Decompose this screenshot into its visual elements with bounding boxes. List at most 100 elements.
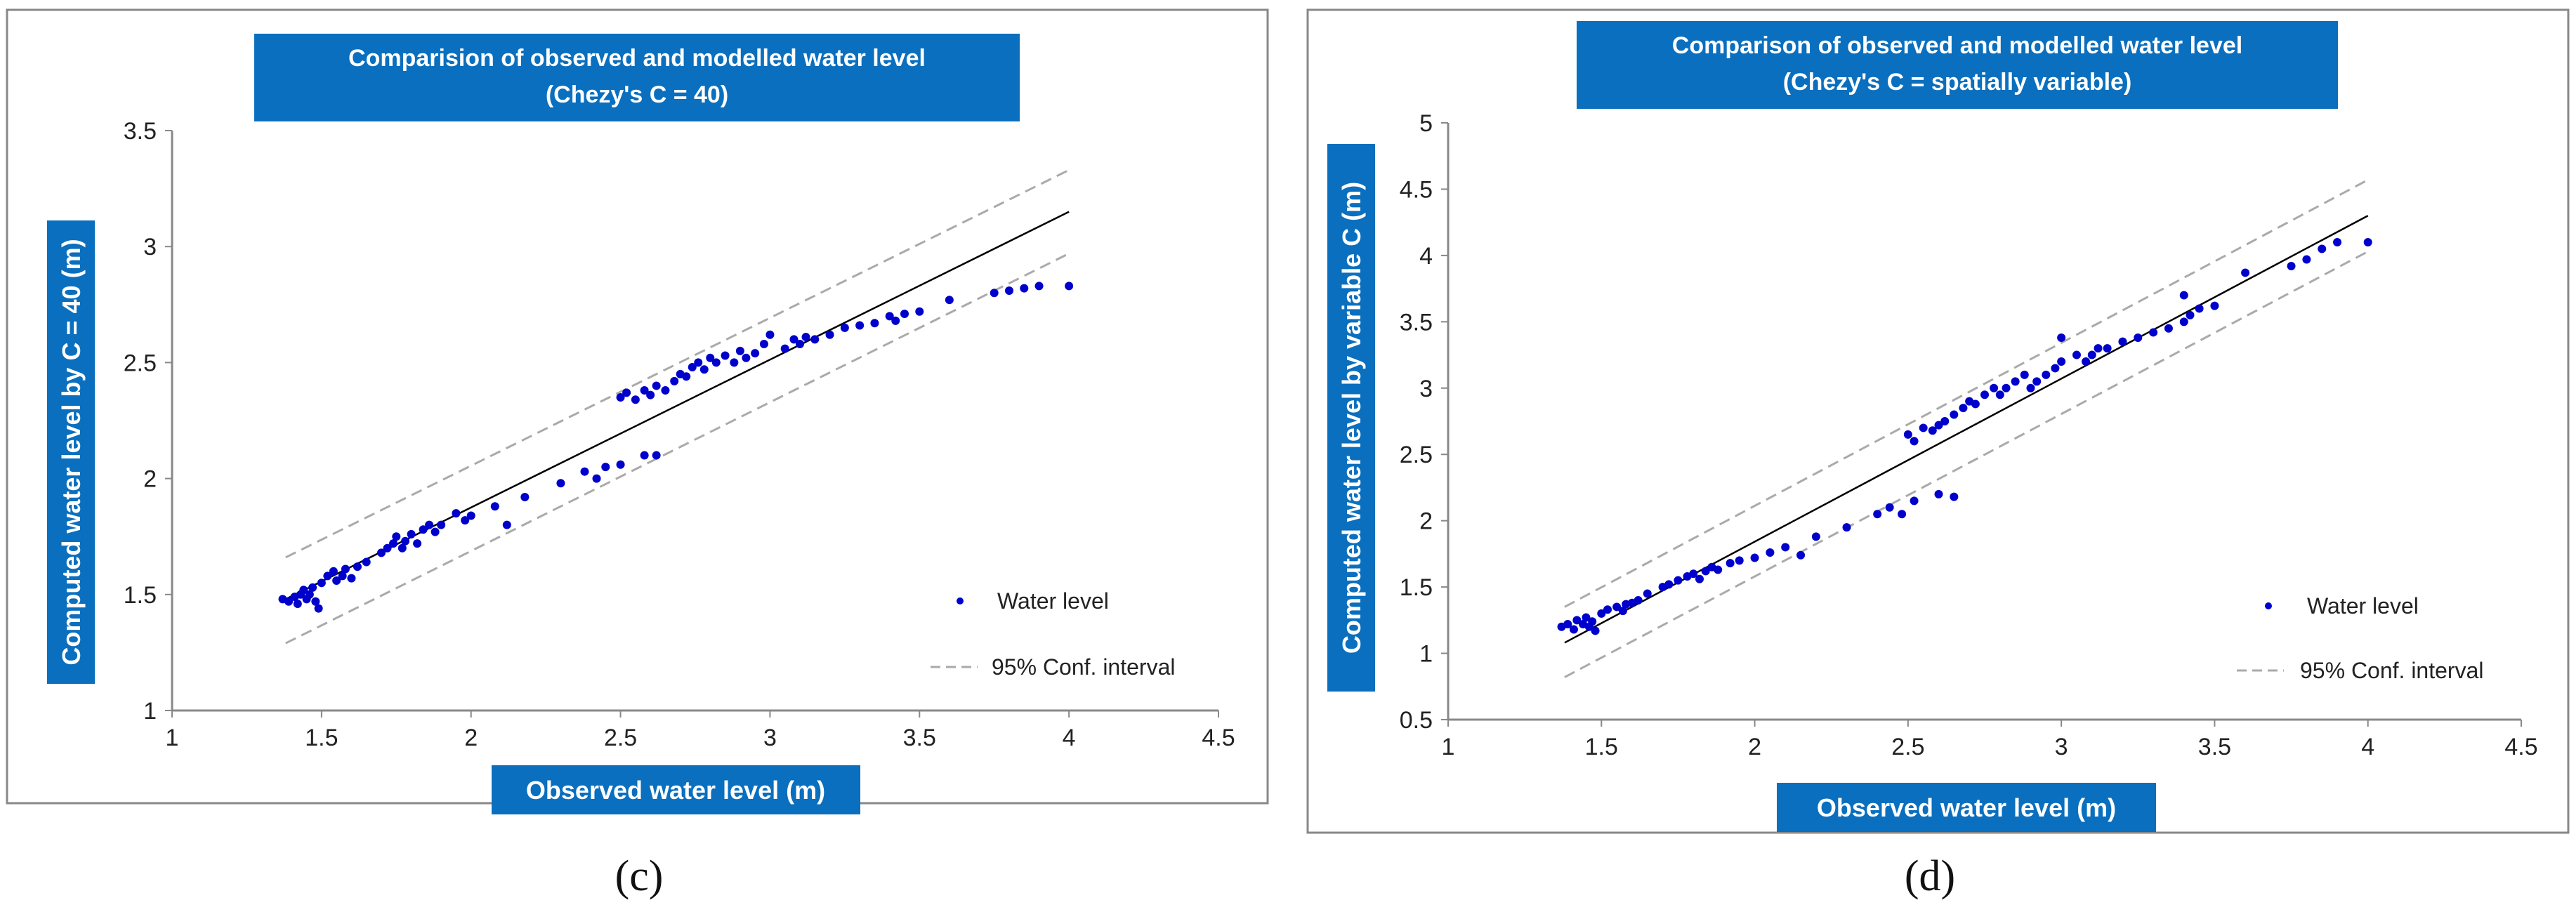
panel-d-data-point [1591,626,1600,635]
panel-d-data-point [2195,304,2204,313]
panel-d-data-point [2186,310,2195,319]
panel-c-data-point [389,539,398,548]
panel-d-plot-area: 1 1.5 2 2.5 3 3.5 4 4.5 0.5 1 1.5 2 2.5 3 3.5 4 4.5 5 [1400,110,2538,760]
panel-c-conf-upper-line [285,168,1070,559]
panel-d-data-point [2179,291,2188,300]
panel-c-data-point [425,520,434,529]
panel-c-fit-line [285,211,1070,600]
panel-c-data-point [870,319,879,328]
panel-c-data-point [353,562,362,571]
panel-d-data-point [1940,417,1950,425]
panel-c-data-point [640,386,649,395]
panel-d-data-point [1726,559,1735,568]
panel-c-x-tick-label: 3 [763,725,777,751]
panel-d-data-point [1781,543,1790,552]
panel-d-data-point [2002,383,2011,392]
panel-d-data-point [1750,553,1759,562]
panel-d-y-tick-label: 1 [1419,641,1433,668]
panel-d-data-point [2333,238,2342,246]
panel-c-data-point [347,574,356,583]
panel-d-y-tick-label: 5 [1419,110,1433,137]
panel-d-y-tick-label: 1.5 [1400,574,1433,601]
panel-c-xlabel: Observed water level (m) [526,776,825,805]
panel-d-data-point [2026,383,2035,392]
panel-d-title-line1: Comparison of observed and modelled wate… [1672,32,2242,59]
panel-d-data-point [2134,333,2143,342]
panel-c-data-point [699,365,709,374]
panel-d-data-point [1674,576,1683,585]
panel-d-y-tick-label: 4.5 [1400,176,1433,203]
panel-c-y-tick-label: 2.5 [124,350,157,376]
panel-c-y-tick-label: 1.5 [124,582,157,609]
panel-c-data-point [652,381,661,390]
panel-d-x-tick-label: 3.5 [2198,734,2231,760]
panel-d-y-tick-label: 3.5 [1400,309,1433,336]
panel-c-data-point [362,557,371,567]
panel-d-data-point [1885,503,1894,512]
panel-d-ylabel: Computed water level by variable C (m) [1337,182,1366,654]
panel-d-data-point [2149,328,2158,337]
panel-c-data-point [377,548,386,557]
panel-c-data-point [616,392,625,402]
panel-c-data-point [670,376,679,385]
panel-c-data-point [413,539,422,548]
panel-d-data-point [1873,510,1882,519]
panel-c-data-point [1020,284,1029,293]
panel-d-data-point [2241,268,2250,277]
panel-c-data-point [431,527,440,536]
panel-d-legend-conf-interval: 95% Conf. interval [2300,658,2483,683]
panel-d-title-line2: (Chezy's C = spatially variable) [1783,69,2132,95]
panel-c-data-point [622,388,631,397]
panel-c-plot-area: 1 1.5 2 2.5 3 3.5 4 4.5 1 1.5 2 2.5 3 3.5 [124,118,1235,751]
panel-c-ylabel-box [47,220,95,684]
panel-d-y-tick-label: 0.5 [1400,707,1433,734]
panel-c-data-point [915,307,924,316]
panel-c-xlabel-box [492,765,860,814]
panel-d-x-tick-label: 2 [1748,734,1761,760]
panel-d-data-point [1735,556,1744,565]
panel-d-data-point [2179,317,2188,326]
panel-c-data-point [1005,286,1013,295]
panel-c-y-tick-label: 2 [143,466,157,493]
panel-c-data-point [891,316,900,325]
panel-d-data-point [1928,426,1937,435]
panel-c-data-point [299,586,308,595]
panel-c-data-point [520,493,530,502]
panel-d-data-point [1910,437,1919,446]
panel-label-c: (c) [615,852,664,900]
panel-c-data-point [490,502,499,511]
panel-d-data-point [2164,324,2173,333]
panel-d-data-point [2051,364,2060,373]
panel-d-x-tick-label: 1.5 [1585,734,1618,760]
panel-c-y-tick-label: 3.5 [124,118,157,145]
panel-d-data-point [1689,569,1698,579]
panel-d-data-point [1588,617,1597,626]
panel-d-x-tick-label: 4.5 [2504,734,2537,760]
panel-d-data-point [1618,607,1627,616]
panel-d-conf-lower-line [1564,250,2369,678]
panel-c-data-point [452,509,461,518]
panel-c-data-point [706,353,715,362]
panel-d-data-point [1934,489,1943,498]
panel-d-data-point [1796,550,1806,560]
panel-c-data-point [789,335,799,344]
panel-c-data-point [751,349,760,358]
panel-c-x-tick-label: 2 [464,725,478,751]
panel-c-data-point [721,351,730,360]
panel-c-x-tick-label: 3.5 [903,725,936,751]
panel-c-data-point [900,310,909,319]
panel-c-data-point [392,532,401,541]
panel-c-data-point [305,590,314,599]
panel-d-data-point [1903,430,1912,439]
panel-d-xlabel-box [1777,783,2156,832]
panel-d-data-point [1643,589,1652,598]
panel-c-ylabel: Computed water level by C = 40 (m) [57,239,86,665]
panel-c-legend-marker-points [957,597,964,604]
panel-c-legend-conf-interval: 95% Conf. interval [992,654,1175,680]
panel-d-data-point [2057,333,2066,342]
panel-c-data-point [308,583,317,592]
panel-d-data-point [1811,532,1820,541]
panel-d-data-point [1664,580,1674,589]
panel-c-data-point [293,600,302,609]
panel-c-data-point [437,520,446,529]
